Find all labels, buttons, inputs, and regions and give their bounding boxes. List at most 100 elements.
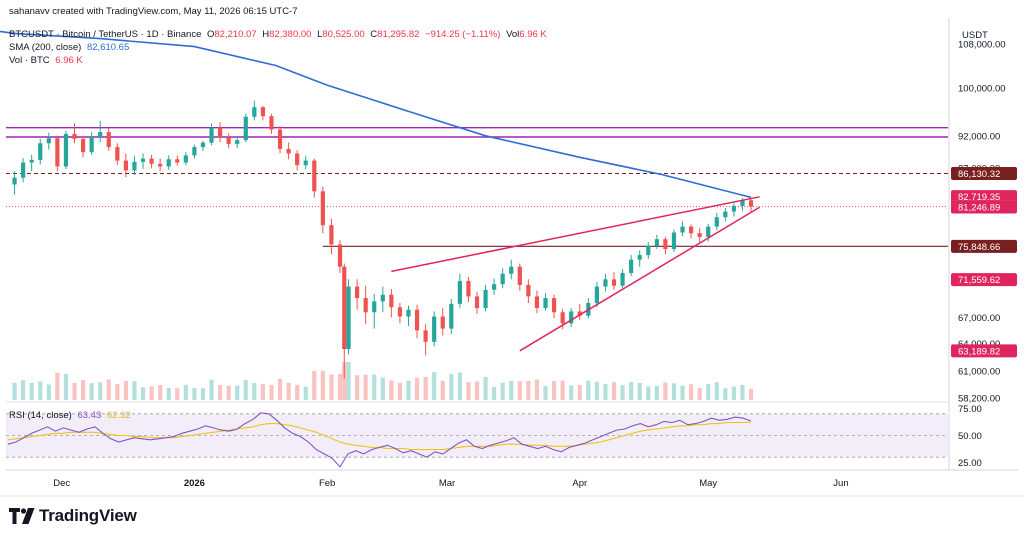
volume-bar [355,375,360,400]
price-label-box [951,167,1017,181]
volume-bar [688,384,694,400]
volume-bar [611,382,617,400]
credit-line: sahanavv created with TradingView.com, M… [9,6,301,17]
candle-body [372,301,377,313]
volume-bar [200,388,206,400]
volume-bar [312,370,317,400]
volume-bar [363,374,368,400]
volume-bar [98,382,103,400]
volume-bar [569,385,574,400]
rsi-line [7,412,752,468]
candle-body [252,107,257,117]
candle-body [603,279,608,287]
credit-text: sahanavv created with TradingView.com, M… [9,6,298,17]
candle-body [46,138,51,144]
candle-body [663,239,668,249]
tradingview-logo-icon [9,508,35,524]
candle-body [329,225,334,245]
candle-body [200,142,206,148]
volume-bar [123,380,128,400]
volume-bar [526,380,531,400]
volume-bar [106,379,111,400]
candle-body [714,217,719,227]
candle-body [483,289,488,309]
price-tick-label: 108,000.00 [958,39,1006,50]
close-label: C [370,29,378,40]
volume-bar [740,384,745,400]
tradingview-logo[interactable]: TradingView [9,506,137,526]
ohlc-legend: BTCUSDT · Bitcoin / TetherUS · 1D · Bina… [9,29,550,40]
time-tick-label: Mar [439,478,455,489]
volume-bar [337,373,343,400]
volume-bar [517,381,522,400]
volume-bar [432,372,437,400]
price-label-text: 63,189.82 [958,346,1000,357]
candle-body [286,148,291,154]
candle-body [63,133,69,167]
candle-body [534,296,540,309]
volume-bar [303,386,308,400]
candle-body [132,161,137,171]
volume-bar [457,372,462,400]
candle-body [569,311,574,324]
candle-body [38,143,43,160]
volume-bar [509,380,514,400]
volume-bar [115,383,120,400]
candle-body [492,284,497,290]
candle-body [654,239,659,246]
volume-bar [663,382,668,400]
candle-body [680,226,685,233]
candle-body [389,294,394,308]
candle-body [440,316,445,329]
volume-bar [671,383,677,400]
candle-body [158,163,163,167]
sma-value: 82,610.65 [86,42,130,53]
volume-bar [706,384,711,400]
candle-body [192,147,197,156]
vol-label: Vol [506,29,520,40]
price-tick-label: 61,000.00 [958,367,1000,378]
price-label-text: 82,719.35 [958,192,1000,203]
low-value: 80,525.00 [322,29,365,40]
volume-bar [217,385,223,400]
wedge-upper-trendline [391,196,760,273]
volume-bar [209,379,214,400]
volume-bar [235,385,240,400]
candle-body [748,200,754,207]
candle-body [380,294,385,302]
candle-body [688,226,694,234]
candle-body [89,137,94,153]
tradingview-wordmark: TradingView [39,506,137,525]
close-value: 81,295.82 [377,29,420,40]
volume-bar [620,385,625,400]
candle-body [500,273,505,285]
candle-body [277,129,283,149]
price-label-box [951,200,1017,214]
time-tick-label: 2026 [184,478,205,489]
volume-bar [38,381,43,400]
volume-bar [731,386,737,400]
candle-body [312,160,317,192]
volume-bar [132,381,137,400]
candle-body [560,312,565,324]
volume-bar [260,384,266,400]
volume-bar [389,380,394,400]
volume-bar [63,373,69,400]
candle-body [12,177,17,185]
volume-bar [466,382,471,400]
sma-legend: SMA (200, close) 82,610.65 [9,42,132,53]
candle-body [457,280,462,304]
volume-bar [372,374,377,400]
change-value: −914.25 (−1.11%) [425,29,501,40]
volume-bar [46,384,51,400]
candle-body [543,298,548,309]
candle-body [166,159,171,167]
volume-bar [697,388,702,400]
candle-body [397,307,403,317]
volume-bar [543,386,548,400]
candle-body [175,159,180,163]
candle-body [594,286,599,304]
candle-body [671,232,677,249]
open-value: 82,210.07 [214,29,257,40]
